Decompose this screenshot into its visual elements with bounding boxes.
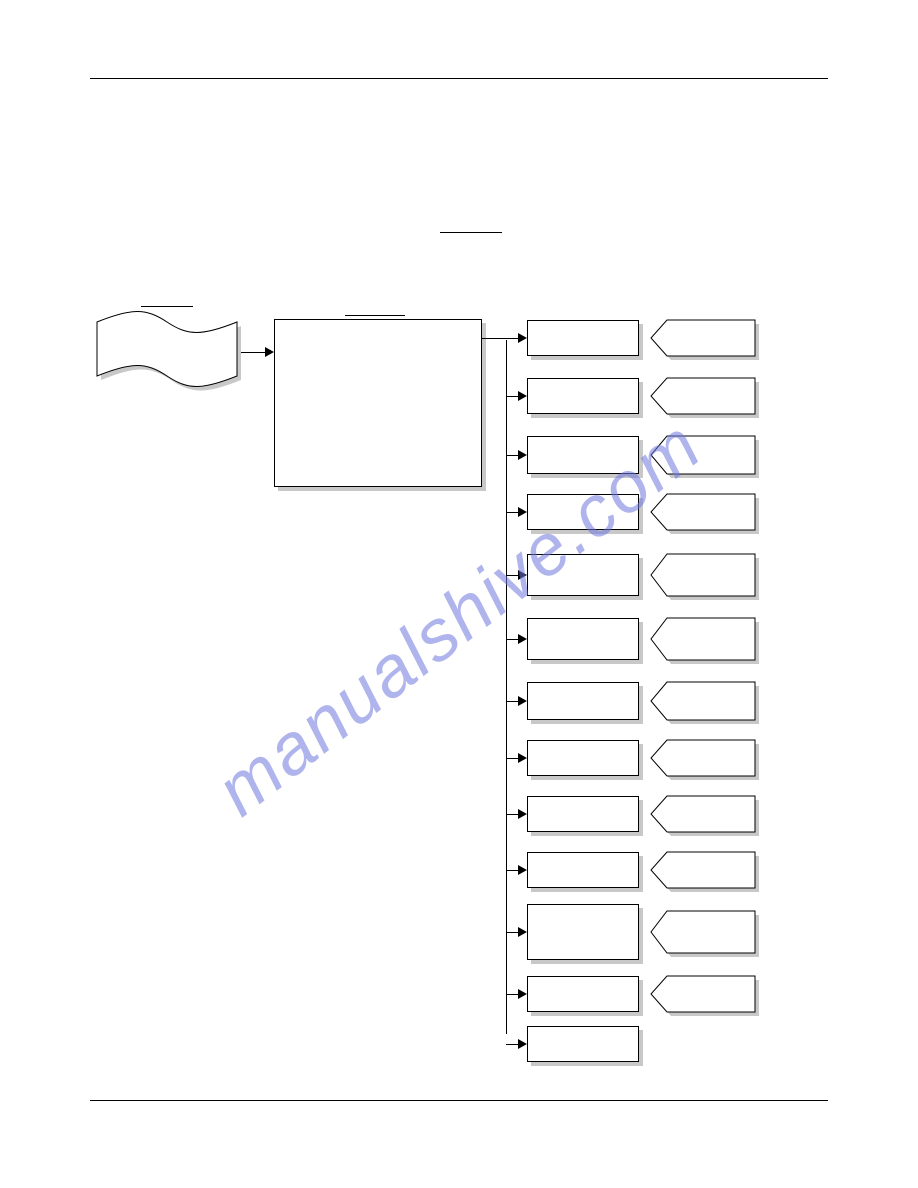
main-process-box [274, 319, 488, 493]
step-tag [651, 494, 761, 536]
tag-svg [651, 682, 761, 726]
tag-svg [651, 618, 761, 666]
step-rect [527, 618, 639, 660]
branch-arrow-head-icon [518, 391, 527, 401]
step-tag [651, 740, 761, 782]
harrow-line [241, 352, 265, 353]
branch-arrow [506, 994, 518, 995]
tag-svg [651, 378, 761, 420]
branch-arrow [506, 814, 518, 815]
branch-arrow-head-icon [518, 450, 527, 460]
step-rect [527, 796, 639, 832]
short-underline [141, 306, 193, 307]
page-root: manualshive.com [0, 0, 918, 1188]
branch-arrow [506, 639, 518, 640]
step-rect [527, 320, 639, 356]
box-body [274, 319, 482, 487]
branch-arrow [506, 575, 518, 576]
flag-svg [97, 308, 243, 406]
branch-arrow-head-icon [518, 809, 527, 819]
branch-arrow [506, 1044, 518, 1045]
step-rect [527, 494, 639, 530]
step-rect [527, 976, 639, 1012]
step-tag [651, 320, 761, 362]
branch-arrow [506, 932, 518, 933]
step-rect [527, 436, 639, 474]
tag-svg [651, 976, 761, 1018]
step-rect [527, 852, 639, 888]
branch-arrow-head-icon [518, 753, 527, 763]
branch-arrow [506, 870, 518, 871]
step-tag [651, 618, 761, 666]
step-tag [651, 436, 761, 480]
branch-arrow-head-icon [518, 989, 527, 999]
tag-svg [651, 554, 761, 602]
branch-arrow-head-icon [518, 634, 527, 644]
step-rect [527, 682, 639, 720]
branch-arrow [506, 512, 518, 513]
step-rect [527, 378, 639, 414]
step-rect [527, 904, 639, 960]
start-flag [97, 308, 245, 398]
tag-svg [651, 796, 761, 838]
tag-svg [651, 494, 761, 536]
branch-arrow [506, 758, 518, 759]
branch-arrow-head-icon [518, 696, 527, 706]
tag-svg [651, 436, 761, 480]
short-underline [345, 315, 405, 316]
box-to-trunk-line [482, 338, 506, 339]
branch-arrow-head-icon [518, 333, 527, 343]
branch-arrow-head-icon [518, 927, 527, 937]
top-rule [90, 78, 828, 79]
tag-svg [651, 911, 761, 959]
branch-arrow-head-icon [518, 865, 527, 875]
step-rect [527, 1026, 639, 1062]
bottom-rule [90, 1100, 828, 1101]
step-rect [527, 740, 639, 776]
step-tag [651, 682, 761, 726]
harrow-head-icon [265, 347, 274, 357]
branch-arrow-head-icon [518, 1039, 527, 1049]
branch-arrow [506, 701, 518, 702]
branch-arrow-head-icon [518, 570, 527, 580]
step-tag [651, 554, 761, 602]
tag-svg [651, 320, 761, 362]
step-tag [651, 378, 761, 420]
branch-arrow [506, 455, 518, 456]
tag-svg [651, 740, 761, 782]
step-tag [651, 976, 761, 1018]
step-tag [651, 852, 761, 894]
branch-arrow [506, 338, 518, 339]
trunk-vline [506, 340, 507, 1034]
tag-svg [651, 852, 761, 894]
short-underline [440, 232, 502, 233]
step-rect [527, 554, 639, 596]
branch-arrow [506, 396, 518, 397]
step-tag [651, 911, 761, 959]
step-tag [651, 796, 761, 838]
branch-arrow-head-icon [518, 507, 527, 517]
